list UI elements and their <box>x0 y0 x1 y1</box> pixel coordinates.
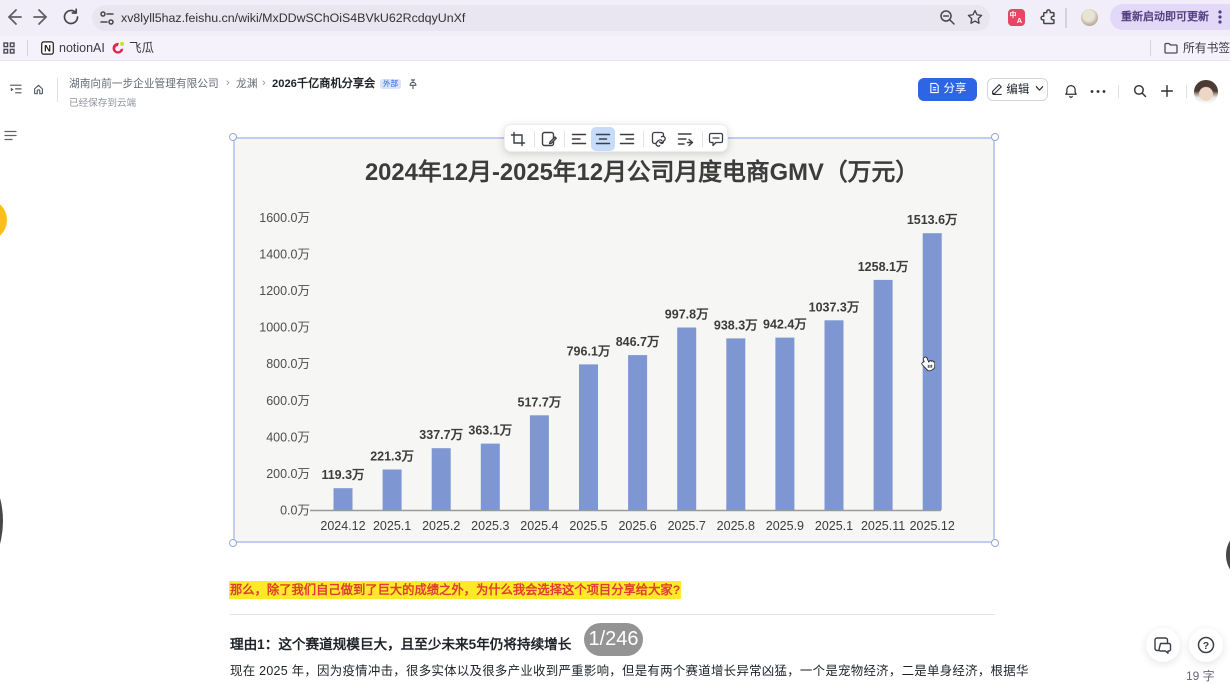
svg-text:1513.6万: 1513.6万 <box>907 213 958 227</box>
svg-text:2025.11: 2025.11 <box>861 519 905 533</box>
svg-text:2025.2: 2025.2 <box>422 519 460 533</box>
svg-text:2025.1: 2025.1 <box>373 519 411 533</box>
svg-text:2025.6: 2025.6 <box>618 519 656 533</box>
svg-text:中: 中 <box>1010 10 1017 19</box>
svg-text:2025.1: 2025.1 <box>815 519 853 533</box>
svg-text:2025.7: 2025.7 <box>668 519 706 533</box>
svg-text:942.4万: 942.4万 <box>763 318 807 332</box>
svg-text:400.0万: 400.0万 <box>266 430 310 444</box>
svg-text:2025.8: 2025.8 <box>717 519 755 533</box>
svg-text:1037.3万: 1037.3万 <box>809 300 860 314</box>
svg-text:2025.12: 2025.12 <box>910 519 955 533</box>
svg-text:2024年12月-2025年12月公司月度电商GMV（万元）: 2024年12月-2025年12月公司月度电商GMV（万元） <box>365 158 919 186</box>
svg-text:A: A <box>1017 16 1023 25</box>
svg-text:600.0万: 600.0万 <box>266 394 310 408</box>
svg-text:119.3万: 119.3万 <box>321 468 364 482</box>
svg-text:997.8万: 997.8万 <box>665 308 709 322</box>
svg-text:2025.3: 2025.3 <box>471 519 509 533</box>
svg-text:1600.0万: 1600.0万 <box>259 211 310 225</box>
svg-text:0.0万: 0.0万 <box>280 504 310 518</box>
svg-text:1258.1万: 1258.1万 <box>858 260 909 274</box>
svg-text:N: N <box>44 44 51 55</box>
svg-text:796.1万: 796.1万 <box>567 344 611 358</box>
svg-text:800.0万: 800.0万 <box>266 357 310 371</box>
svg-text:1200.0万: 1200.0万 <box>259 284 310 298</box>
svg-text:2025.9: 2025.9 <box>766 519 804 533</box>
svg-text:221.3万: 221.3万 <box>370 450 414 464</box>
svg-text:?: ? <box>1203 640 1209 652</box>
svg-text:517.7万: 517.7万 <box>518 395 562 409</box>
svg-text:200.0万: 200.0万 <box>266 467 310 481</box>
svg-text:846.7万: 846.7万 <box>616 335 660 349</box>
svg-text:2025.4: 2025.4 <box>520 519 558 533</box>
svg-text:1000.0万: 1000.0万 <box>259 321 310 335</box>
svg-text:938.3万: 938.3万 <box>714 318 758 332</box>
svg-text:363.1万: 363.1万 <box>468 424 512 438</box>
svg-text:2025.5: 2025.5 <box>569 519 607 533</box>
svg-text:1400.0万: 1400.0万 <box>259 247 310 261</box>
svg-text:2024.12: 2024.12 <box>320 519 365 533</box>
svg-text:337.7万: 337.7万 <box>419 428 463 442</box>
